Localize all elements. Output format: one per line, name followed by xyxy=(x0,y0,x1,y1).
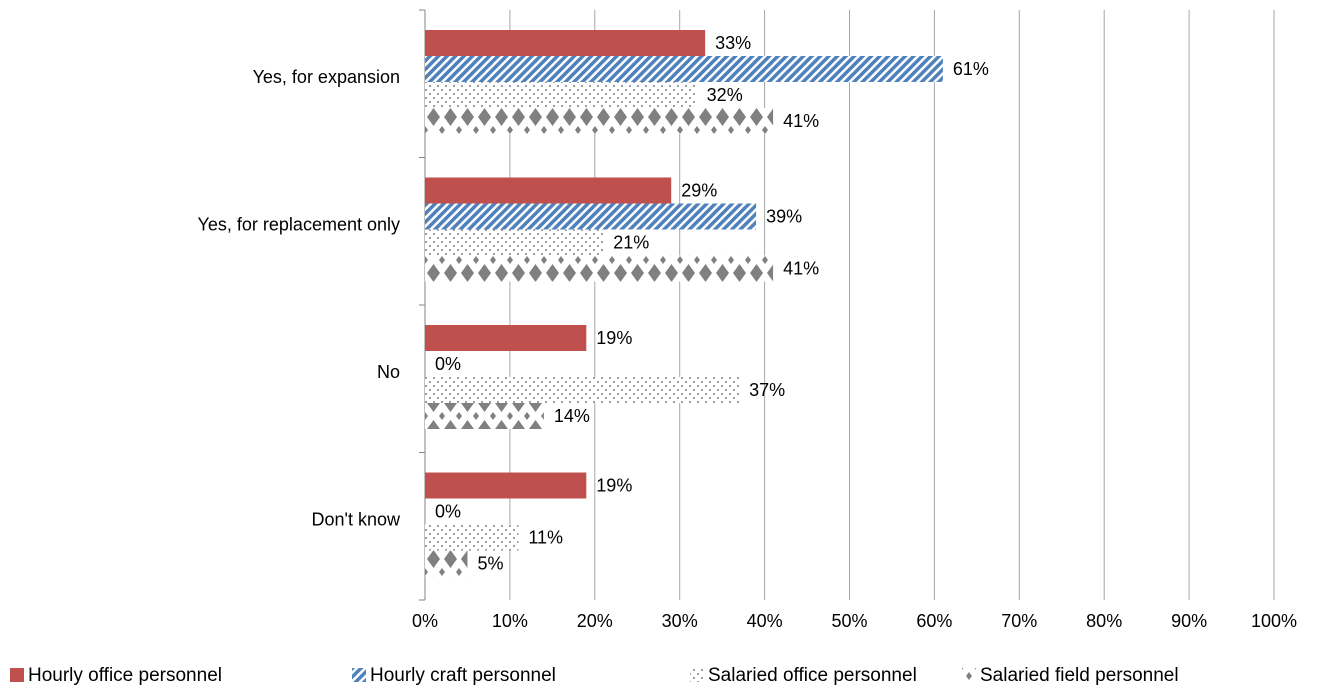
x-tick-label: 20% xyxy=(577,611,613,631)
data-label: 61% xyxy=(953,59,989,79)
data-label: 19% xyxy=(596,328,632,348)
data-label: 0% xyxy=(435,501,461,521)
x-tick-label: 60% xyxy=(916,611,952,631)
data-label: 21% xyxy=(613,232,649,252)
bar xyxy=(425,82,697,108)
data-label: 19% xyxy=(596,475,632,495)
x-tick-label: 0% xyxy=(412,611,438,631)
legend-label: Salaried office personnel xyxy=(708,665,917,686)
category-label: Don't know xyxy=(312,509,401,529)
data-label: 32% xyxy=(707,85,743,105)
bar xyxy=(425,177,672,204)
legend-swatch xyxy=(352,668,366,682)
x-tick-label: 10% xyxy=(492,611,528,631)
data-label: 33% xyxy=(715,33,751,53)
data-label: 14% xyxy=(554,406,590,426)
category-label: Yes, for expansion xyxy=(253,67,400,87)
x-tick-label: 100% xyxy=(1251,611,1297,631)
x-tick-label: 30% xyxy=(662,611,698,631)
bar xyxy=(425,229,604,256)
data-label: 29% xyxy=(681,180,717,200)
category-label: No xyxy=(377,362,400,382)
data-label: 37% xyxy=(749,380,785,400)
category-label: Yes, for replacement only xyxy=(198,214,400,234)
data-label: 41% xyxy=(783,111,819,131)
bar xyxy=(425,472,587,499)
legend: Hourly office personnel Hourly craft pers… xyxy=(10,665,1179,686)
data-label: 39% xyxy=(766,206,802,226)
bar xyxy=(425,108,774,134)
x-tick-label: 50% xyxy=(831,611,867,631)
bar xyxy=(425,550,468,577)
bar xyxy=(425,524,519,551)
bar xyxy=(425,203,757,230)
legend-label: Salaried field personnel xyxy=(980,665,1179,686)
data-label: 5% xyxy=(477,553,503,573)
x-tick-label: 90% xyxy=(1171,611,1207,631)
legend-label: Hourly craft personnel xyxy=(370,665,556,686)
data-label: 11% xyxy=(528,527,563,547)
data-label: 0% xyxy=(435,354,461,374)
bar xyxy=(425,325,587,351)
bar xyxy=(425,56,943,82)
legend-label: Hourly office personnel xyxy=(28,665,222,686)
legend-swatch xyxy=(10,668,24,682)
bar xyxy=(425,30,706,56)
x-tick-label: 80% xyxy=(1086,611,1122,631)
data-label: 41% xyxy=(783,258,819,278)
legend-swatch xyxy=(962,668,976,682)
x-tick-label: 70% xyxy=(1001,611,1037,631)
bar xyxy=(425,403,544,429)
x-tick-label: 40% xyxy=(747,611,783,631)
bar xyxy=(425,377,740,403)
bar xyxy=(425,255,774,282)
legend-swatch xyxy=(690,668,704,682)
